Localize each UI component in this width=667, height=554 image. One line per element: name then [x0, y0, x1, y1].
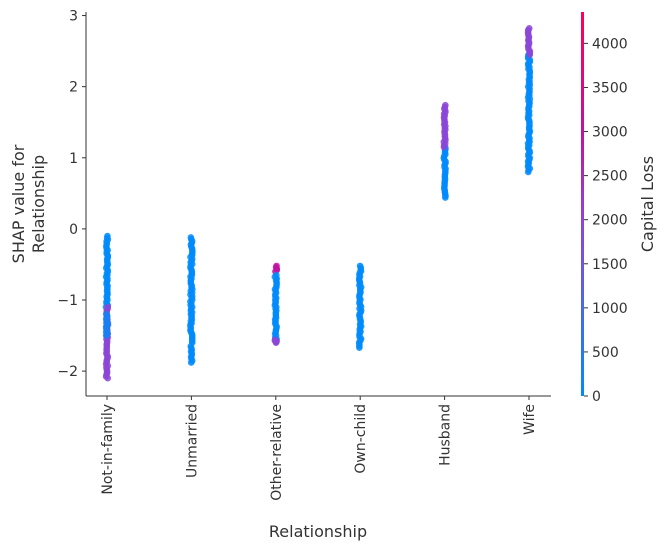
y-tick-label: 3: [69, 9, 78, 25]
colorbar-tick-label: 2000: [592, 213, 628, 229]
y-tick-label: 1: [69, 151, 78, 167]
y-tick-label: −1: [57, 293, 78, 309]
data-point: [187, 234, 195, 241]
data-point: [271, 336, 279, 344]
colorbar: [581, 12, 584, 396]
colorbar-tick-label: 1000: [592, 301, 628, 317]
data-point: [525, 25, 533, 32]
data-point: [187, 342, 195, 350]
data-point: [273, 271, 280, 279]
data-point: [104, 303, 112, 311]
colorbar-tick-label: 0: [592, 389, 601, 405]
x-ticks: Not-in-family Unmarried Other-relative Own-…: [100, 396, 538, 501]
colorbar-tick-label: 500: [592, 345, 619, 361]
y-tick-label: 2: [69, 80, 78, 96]
y-tick-label: 0: [69, 222, 78, 238]
colorbar-tick-label: 3000: [592, 125, 628, 141]
x-tick-label: Own-child: [353, 404, 369, 474]
data-point: [273, 262, 280, 270]
x-tick-label: Other-relative: [269, 404, 285, 501]
y-axis-label-line1: SHAP value for: [9, 144, 28, 263]
x-tick-label: Not-in-family: [100, 404, 116, 495]
data-point: [104, 232, 111, 240]
colorbar-tick-label: 1500: [592, 257, 628, 273]
x-tick-label: Unmarried: [184, 404, 200, 478]
points-layer: [102, 25, 534, 382]
x-axis-label: Relationship: [269, 522, 367, 541]
colorbar-tick-label: 4000: [592, 36, 628, 52]
data-point: [102, 310, 110, 318]
y-tick-label: −2: [57, 364, 78, 380]
colorbar-label: Capital Loss: [638, 156, 657, 252]
data-point: [356, 262, 364, 270]
x-tick-label: Husband: [438, 404, 454, 466]
y-ticks: −2 −1 0 1 2 3: [57, 9, 86, 380]
colorbar-ticks: 0 500 1000 1500 2000 2500 3000 3500 4000: [584, 36, 628, 405]
y-axis-label-line2: Relationship: [29, 155, 48, 253]
colorbar-tick-label: 3500: [592, 80, 628, 96]
x-tick-label: Wife: [522, 404, 538, 435]
data-point: [442, 101, 449, 109]
colorbar-tick-label: 2500: [592, 169, 628, 185]
